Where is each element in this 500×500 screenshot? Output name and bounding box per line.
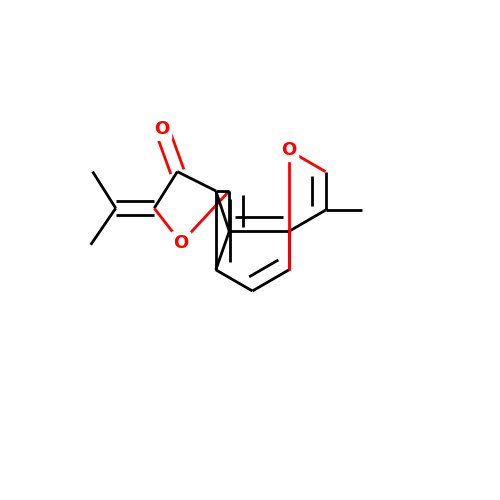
Text: O: O xyxy=(174,234,189,252)
Text: O: O xyxy=(154,120,170,138)
Text: O: O xyxy=(282,142,296,160)
